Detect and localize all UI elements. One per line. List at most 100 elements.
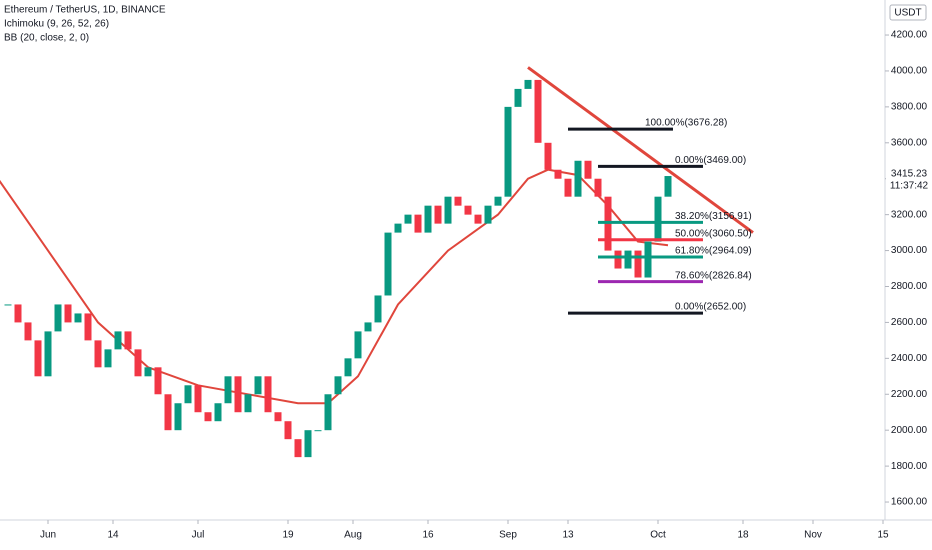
candle xyxy=(164,394,172,431)
candle xyxy=(404,214,412,224)
trendline xyxy=(527,66,754,234)
y-tick-label: 4200.00 xyxy=(891,30,928,41)
x-tick-label: 18 xyxy=(737,530,749,541)
x-tick-label: 13 xyxy=(562,530,574,541)
x-tick-label: Aug xyxy=(344,530,362,541)
candle xyxy=(504,106,512,197)
candle xyxy=(254,376,262,395)
candle xyxy=(374,295,382,323)
fib-label: 61.80%(2964.09) xyxy=(675,246,752,257)
x-tick-label: 16 xyxy=(422,530,434,541)
countdown: 11:37:42 xyxy=(890,181,929,192)
y-tick-label: 2800.00 xyxy=(891,281,928,292)
candle xyxy=(544,142,552,170)
candle xyxy=(4,304,12,306)
candle xyxy=(284,421,292,440)
candle xyxy=(494,196,502,206)
candle xyxy=(64,304,72,323)
candle xyxy=(384,232,392,296)
last-price: 3415.23 xyxy=(891,169,928,180)
fib-label: 78.60%(2826.84) xyxy=(675,270,752,281)
candle xyxy=(554,169,562,179)
candle xyxy=(74,313,82,323)
fib-label: 38.20%(3156.91) xyxy=(675,211,752,222)
candle xyxy=(14,304,22,323)
candle xyxy=(304,430,312,458)
x-tick-label: 14 xyxy=(107,530,119,541)
candle xyxy=(484,205,492,224)
candle xyxy=(414,214,422,233)
last-price-tag xyxy=(886,166,932,193)
candle xyxy=(634,250,642,278)
candle xyxy=(114,331,122,350)
candle xyxy=(444,196,452,224)
x-tick-label: 19 xyxy=(282,530,294,541)
candle xyxy=(434,205,442,224)
candle xyxy=(394,223,402,233)
fib-label: 50.00%(3060.50) xyxy=(675,228,752,239)
y-tick-label: 3800.00 xyxy=(891,102,928,113)
candle xyxy=(314,430,322,432)
x-tick-label: 15 xyxy=(877,530,889,541)
currency-badge[interactable] xyxy=(889,4,927,21)
candle xyxy=(514,88,522,107)
candle xyxy=(234,376,242,413)
candle xyxy=(104,349,112,368)
candle xyxy=(584,160,592,179)
candle xyxy=(564,178,572,197)
candle xyxy=(34,340,42,377)
candle xyxy=(144,367,152,377)
candle xyxy=(154,367,162,395)
indicator-label: BB (20, close, 2, 0) xyxy=(4,33,89,44)
y-tick-label: 3600.00 xyxy=(891,137,928,148)
y-tick-label: 4000.00 xyxy=(891,66,928,77)
fib-label: 0.00%(3469.00) xyxy=(675,155,746,166)
candle xyxy=(474,214,482,224)
candle xyxy=(124,331,132,350)
y-tick-label: 2000.00 xyxy=(891,425,928,436)
candle xyxy=(364,322,372,332)
y-tick-label: 2600.00 xyxy=(891,317,928,328)
candle xyxy=(664,176,672,197)
y-tick-label: 3200.00 xyxy=(891,209,928,220)
x-tick-label: Nov xyxy=(804,530,822,541)
candle xyxy=(574,160,582,197)
y-tick-label: 1800.00 xyxy=(891,461,928,472)
candle xyxy=(44,331,52,377)
candle xyxy=(354,331,362,359)
candle xyxy=(214,403,222,422)
candle xyxy=(654,196,662,242)
candle xyxy=(264,376,272,413)
candle xyxy=(24,322,32,341)
x-tick-label: Oct xyxy=(650,530,666,541)
candle xyxy=(334,376,342,395)
candle xyxy=(94,340,102,368)
candle xyxy=(294,439,302,458)
candle xyxy=(644,241,652,278)
candle xyxy=(594,178,602,197)
candle xyxy=(224,376,232,404)
y-tick-label: 3000.00 xyxy=(891,245,928,256)
currency-label[interactable]: USDT xyxy=(894,8,921,19)
candle xyxy=(324,394,332,431)
x-tick-label: Jul xyxy=(192,530,205,541)
candle xyxy=(524,79,532,89)
fib-label: 100.00%(3676.28) xyxy=(645,118,727,129)
candle xyxy=(204,412,212,422)
candle xyxy=(84,313,92,341)
candle xyxy=(244,394,252,413)
candle xyxy=(464,205,472,215)
x-tick-label: Jun xyxy=(40,530,56,541)
candle xyxy=(174,403,182,431)
candle xyxy=(274,412,282,422)
candle xyxy=(454,196,462,206)
candle xyxy=(54,304,62,332)
candle xyxy=(134,349,142,377)
y-tick-label: 2400.00 xyxy=(891,353,928,364)
chart-title: Ethereum / TetherUS, 1D, BINANCE xyxy=(4,5,166,16)
indicator-label: Ichimoku (9, 26, 52, 26) xyxy=(4,19,109,30)
candle xyxy=(624,250,632,269)
candle xyxy=(534,79,542,143)
